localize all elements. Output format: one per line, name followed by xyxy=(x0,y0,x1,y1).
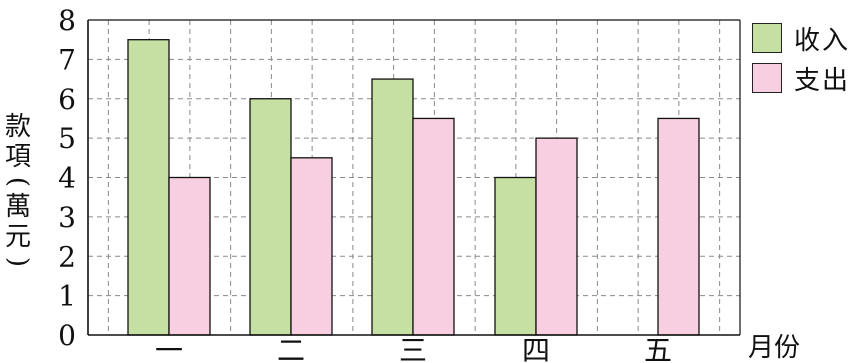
x-tick-labels: 一二三四五 xyxy=(155,334,672,363)
bar-income-1 xyxy=(127,39,170,336)
legend-item-expense: 支出 xyxy=(752,58,850,98)
x-tick-label-5: 五 xyxy=(644,334,672,363)
y-axis-label-char-1: 款 xyxy=(4,112,31,142)
bar-expense-2 xyxy=(290,157,333,336)
y-axis-label-char-2: 項 xyxy=(4,142,31,172)
y-tick-label-1: 1 xyxy=(58,280,76,313)
y-tick-label-8: 8 xyxy=(58,4,76,37)
bar-expense-5 xyxy=(657,117,700,336)
legend-swatch-income xyxy=(752,23,782,53)
legend-item-income: 收入 xyxy=(752,18,850,58)
y-tick-label-2: 2 xyxy=(58,240,76,273)
bar-income-4 xyxy=(494,176,537,336)
legend-label-income: 收入 xyxy=(794,25,851,56)
legend-label-expense: 支出 xyxy=(794,65,851,96)
legend-swatch-expense xyxy=(752,63,782,93)
bar-expense-3 xyxy=(412,117,455,336)
y-axis-label-char-6: ) xyxy=(3,256,33,268)
y-tick-label-3: 3 xyxy=(58,201,76,234)
x-tick-label-2: 二 xyxy=(277,334,305,363)
y-tick-labels: 0 1 2 3 4 5 6 7 8 xyxy=(58,4,76,352)
y-tick-label-5: 5 xyxy=(58,122,76,155)
y-tick-label-6: 6 xyxy=(58,83,76,116)
y-axis-label-char-4: 萬 xyxy=(4,192,31,222)
y-axis-label-char-3: ( xyxy=(3,176,33,188)
bar-income-3 xyxy=(371,78,414,336)
y-tick-label-0: 0 xyxy=(58,319,76,352)
bar-expense-1 xyxy=(168,176,211,336)
x-tick-label-3: 三 xyxy=(399,334,427,363)
legend: 收入 支出 xyxy=(752,18,850,98)
bar-expense-4 xyxy=(535,137,578,336)
x-tick-label-4: 四 xyxy=(522,334,550,363)
bar-income-2 xyxy=(249,98,292,336)
bars xyxy=(127,39,700,336)
y-axis-label-char-5: 元 xyxy=(4,222,31,252)
x-axis-label: 月份 xyxy=(748,333,800,363)
y-tick-label-4: 4 xyxy=(58,162,76,195)
y-axis-label: 款 項 ( 萬 元 ) xyxy=(3,112,33,272)
y-tick-label-7: 7 xyxy=(58,43,76,76)
x-tick-label-1: 一 xyxy=(155,334,183,363)
axes xyxy=(87,19,741,336)
